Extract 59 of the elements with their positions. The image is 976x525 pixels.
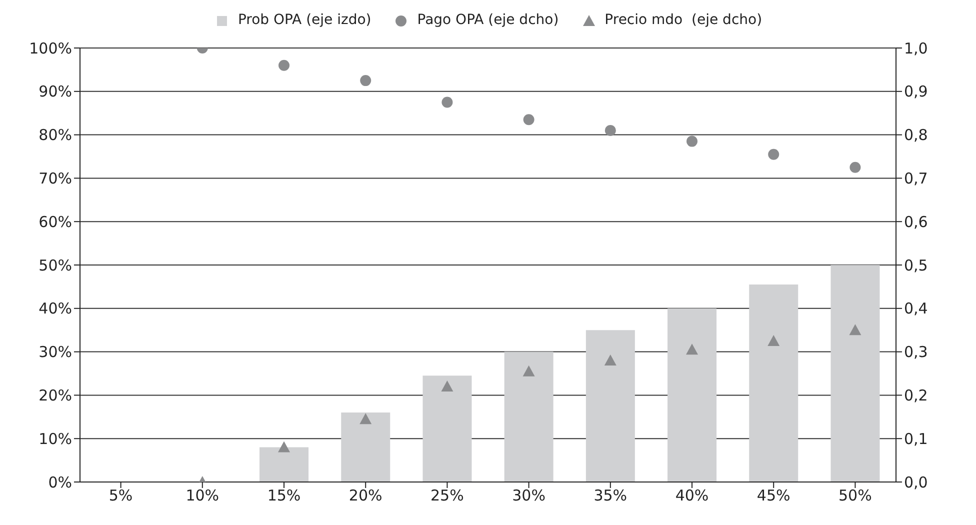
point xyxy=(850,162,861,173)
point xyxy=(278,60,290,71)
x-tick-label: 30% xyxy=(512,486,546,505)
x-tick-label: 50% xyxy=(838,486,872,505)
y-tick-label: 100% xyxy=(29,39,72,58)
point xyxy=(278,441,290,452)
y2-tick-label: 0,1 xyxy=(904,430,928,448)
y-tick-label: 40% xyxy=(38,300,72,318)
point xyxy=(604,124,616,136)
y2-tick-label: 0,9 xyxy=(904,82,928,101)
y2-tick-label: 0,8 xyxy=(904,126,928,144)
point xyxy=(849,324,862,336)
point xyxy=(686,344,698,355)
y2-tick-label: 0,6 xyxy=(904,212,928,231)
point xyxy=(768,334,780,346)
bar xyxy=(668,308,717,482)
bar xyxy=(341,412,390,482)
x-tick-label: 20% xyxy=(348,486,382,505)
x-tick-label: 25% xyxy=(430,486,464,505)
legend-label: Prob OPA (eje izdo) xyxy=(238,12,372,28)
x-tick-label: 10% xyxy=(186,486,220,505)
y-tick-label: 80% xyxy=(38,126,72,144)
x-tick-label: 45% xyxy=(756,486,790,505)
y-tick-label: 90% xyxy=(38,82,72,101)
legend-label: Precio mdo (eje dcho) xyxy=(604,12,762,28)
bar xyxy=(749,284,798,482)
bar xyxy=(260,447,309,482)
y-tick-label: 60% xyxy=(38,212,72,231)
point xyxy=(360,75,372,86)
bar xyxy=(586,330,635,482)
y-tick-label: 70% xyxy=(38,170,72,188)
point xyxy=(686,136,698,147)
y-tick-label: 0% xyxy=(48,473,72,492)
y-tick-label: 50% xyxy=(38,256,72,274)
y2-tick-label: 0,5 xyxy=(904,256,928,274)
y-tick-label: 30% xyxy=(38,343,72,362)
y-tick-label: 10% xyxy=(38,430,72,448)
x-tick-label: 35% xyxy=(594,486,628,505)
y2-tick-label: 0,7 xyxy=(904,170,928,188)
y2-tick-label: 0,4 xyxy=(904,300,928,318)
x-tick-label: 15% xyxy=(267,486,301,505)
point xyxy=(360,413,372,424)
point xyxy=(442,96,453,108)
bar xyxy=(422,376,472,482)
y2-tick-label: 0,3 xyxy=(904,343,928,362)
y2-tick-label: 0,2 xyxy=(904,386,928,405)
point xyxy=(604,354,616,366)
point xyxy=(522,365,535,376)
y2-tick-label: 0,0 xyxy=(904,473,928,492)
bar xyxy=(504,352,554,482)
y2-tick-label: 1,0 xyxy=(904,39,928,58)
x-tick-label: 5% xyxy=(108,486,133,505)
y-tick-label: 20% xyxy=(38,386,72,405)
x-tick-label: 40% xyxy=(675,486,709,505)
point xyxy=(441,380,454,392)
bar xyxy=(830,265,880,482)
point xyxy=(523,114,534,126)
legend-label: Pago OPA (eje dcho) xyxy=(417,12,559,28)
point xyxy=(768,148,780,160)
